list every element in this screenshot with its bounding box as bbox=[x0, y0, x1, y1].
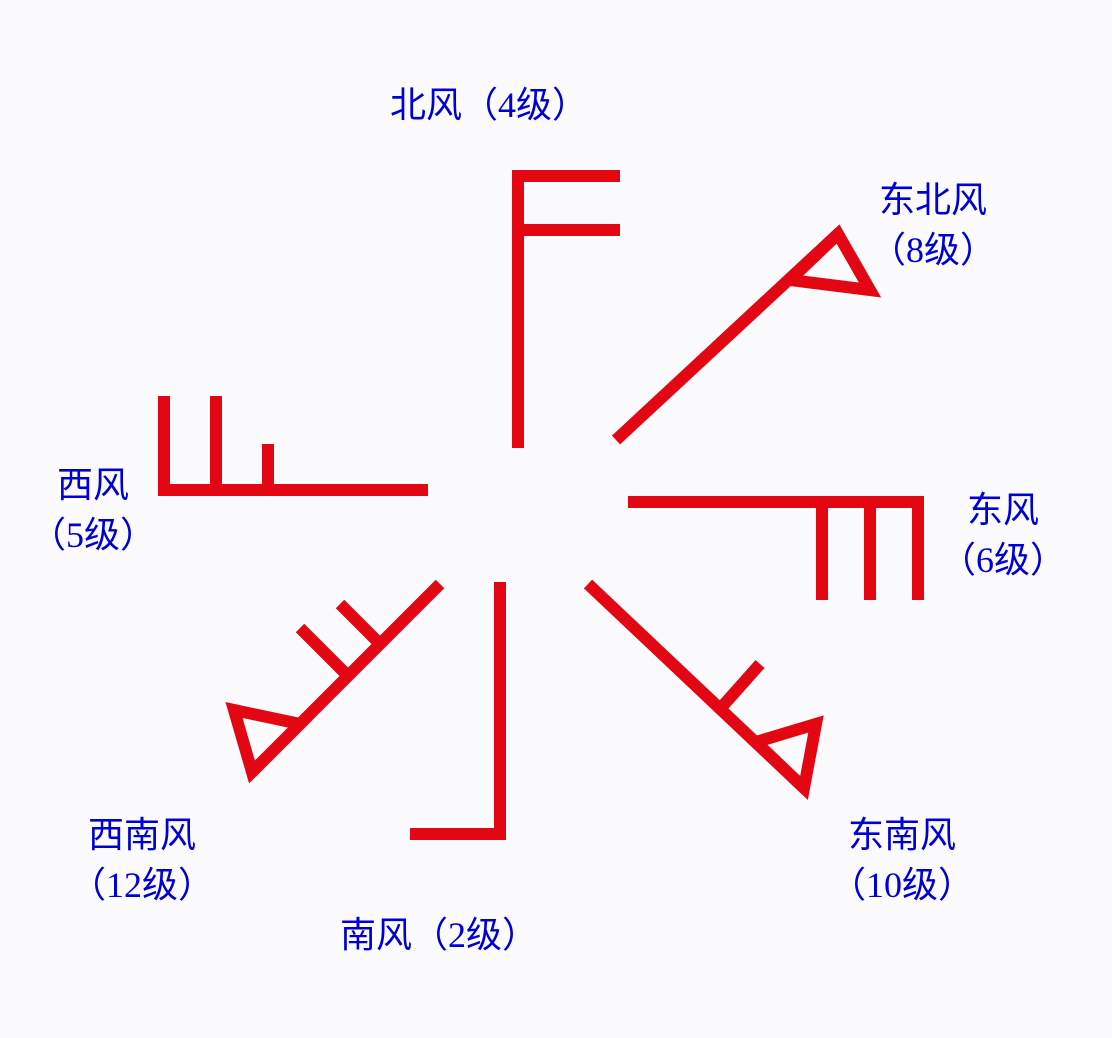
barb-northeast bbox=[616, 232, 870, 440]
barb-east bbox=[628, 502, 924, 600]
label-east: 东风（6级） bbox=[940, 485, 1066, 586]
label-northeast: 东北风（8级） bbox=[870, 175, 996, 276]
barb-south bbox=[410, 582, 500, 840]
barb-southwest bbox=[234, 584, 440, 774]
label-south: 南风（2级） bbox=[340, 910, 538, 960]
barb-west bbox=[158, 396, 428, 490]
barb-southeast bbox=[588, 584, 816, 790]
label-southeast: 东南风（10级） bbox=[830, 810, 974, 911]
label-southwest: 西南风（12级） bbox=[70, 810, 214, 911]
barb-north bbox=[518, 170, 620, 448]
label-north: 北风（4级） bbox=[390, 80, 588, 130]
label-west: 西风（5级） bbox=[30, 460, 156, 561]
